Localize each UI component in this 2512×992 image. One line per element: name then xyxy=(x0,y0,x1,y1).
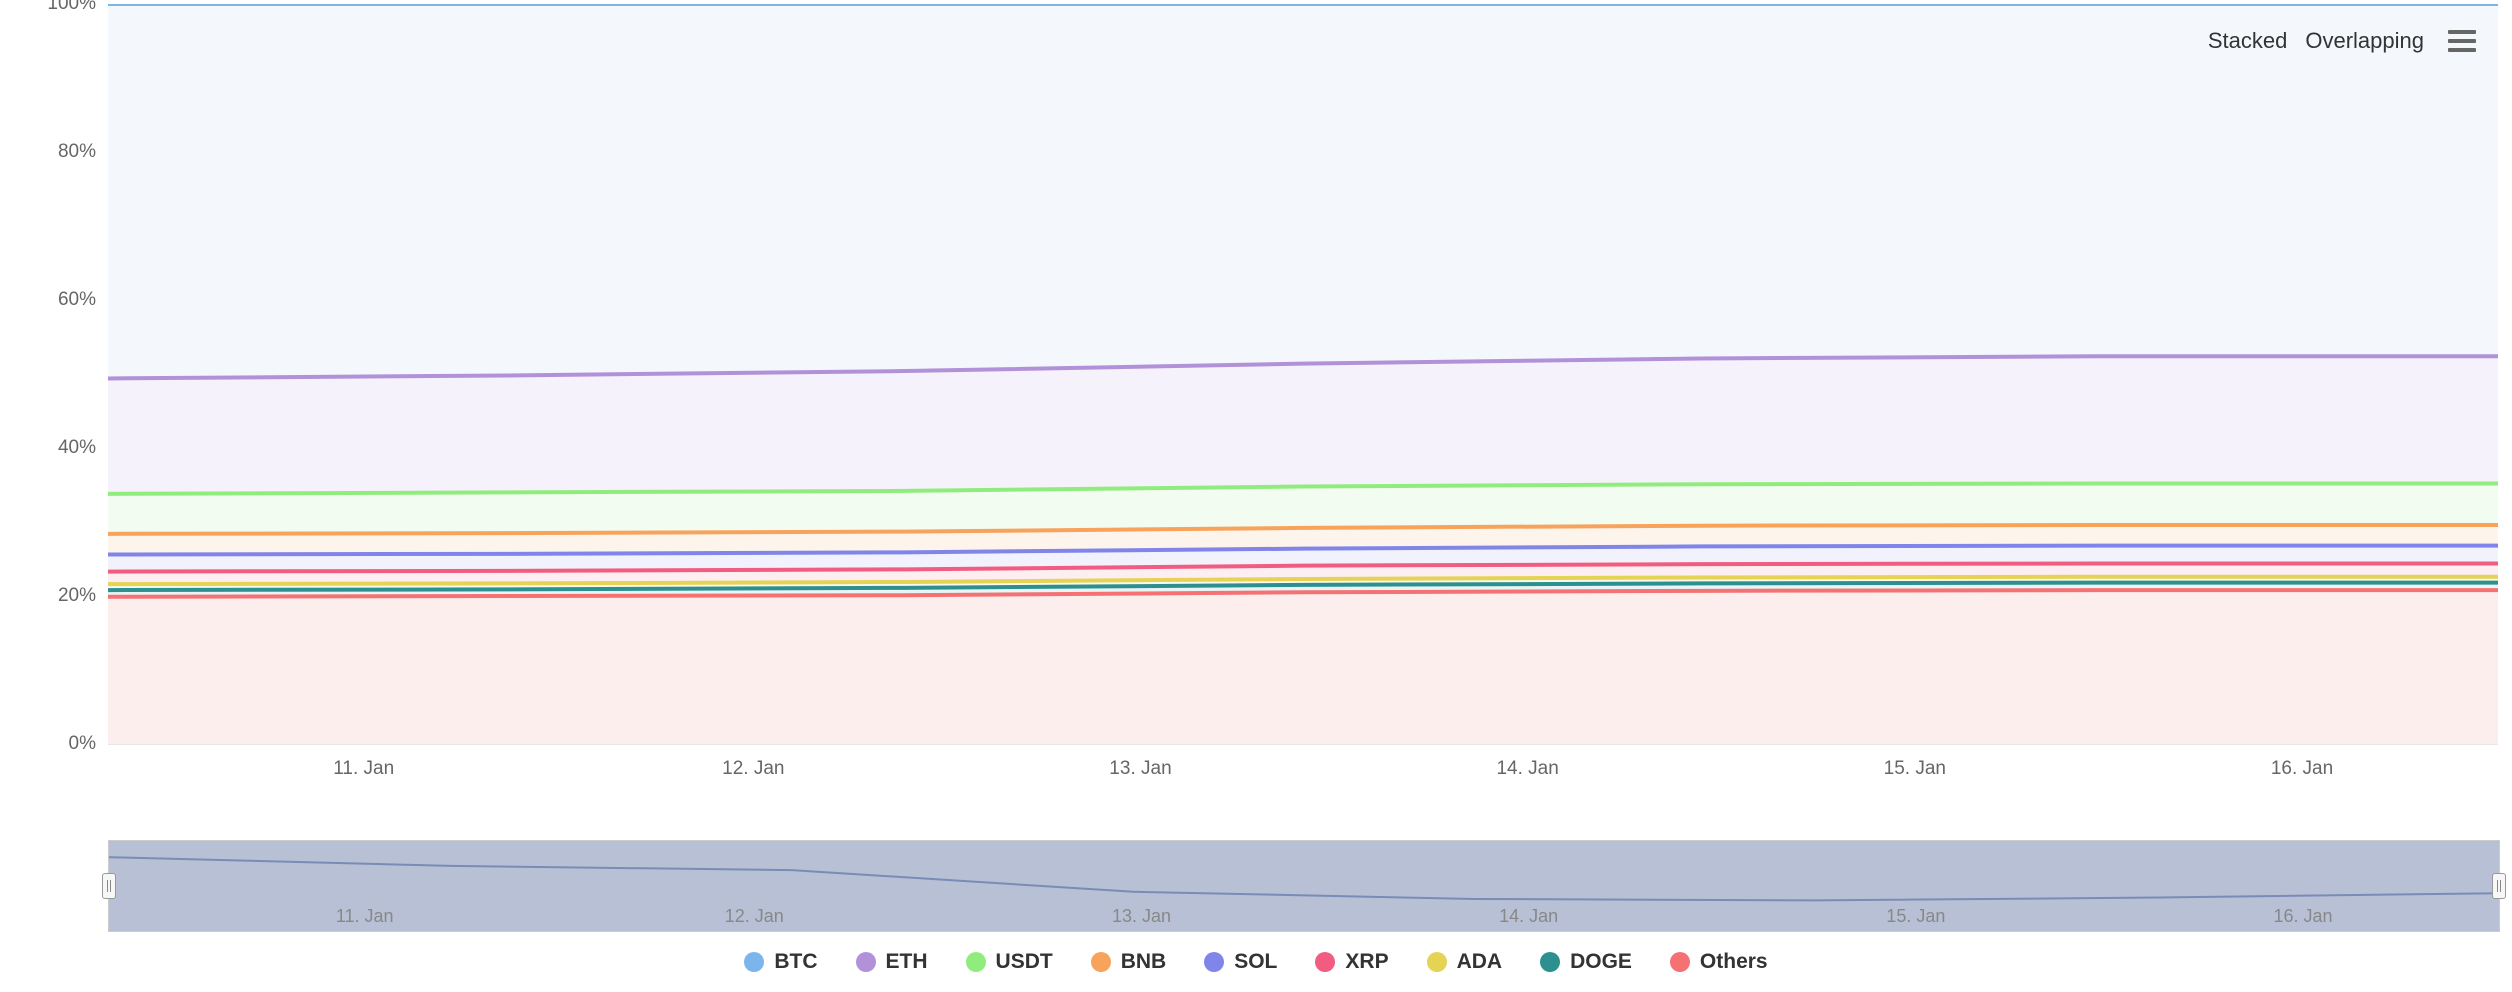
legend-marker-icon xyxy=(1427,952,1447,972)
legend-label: DOGE xyxy=(1570,950,1632,974)
legend-item-eth[interactable]: ETH xyxy=(856,950,928,974)
legend-marker-icon xyxy=(1091,952,1111,972)
legend-marker-icon xyxy=(744,952,764,972)
legend-item-ada[interactable]: ADA xyxy=(1427,950,1503,974)
y-axis-tick-label: 20% xyxy=(58,585,108,607)
x-axis-tick-label: 15. Jan xyxy=(1884,744,1946,780)
legend-item-sol[interactable]: SOL xyxy=(1204,950,1277,974)
plot-area: 0%20%40%60%80%100%11. Jan12. Jan13. Jan1… xyxy=(108,4,2498,744)
y-axis-tick-label: 0% xyxy=(69,733,108,755)
chart-container: Stacked Overlapping 0%20%40%60%80%100%11… xyxy=(0,0,2512,992)
x-axis-tick-label: 11. Jan xyxy=(333,744,394,780)
legend-item-bnb[interactable]: BNB xyxy=(1091,950,1167,974)
y-axis-tick-label: 80% xyxy=(58,141,108,163)
navigator-x-label: 13. Jan xyxy=(1112,906,1171,927)
legend-marker-icon xyxy=(1315,952,1335,972)
navigator-x-label: 15. Jan xyxy=(1886,906,1945,927)
legend-label: BNB xyxy=(1121,950,1167,974)
x-axis-tick-label: 12. Jan xyxy=(722,744,784,780)
navigator-handle-left[interactable] xyxy=(102,873,116,899)
chart-controls: Stacked Overlapping xyxy=(2208,28,2476,54)
x-axis-tick-label: 14. Jan xyxy=(1496,744,1558,780)
y-axis-tick-label: 100% xyxy=(47,0,108,15)
y-gridline xyxy=(108,744,2498,745)
x-axis-tick-label: 16. Jan xyxy=(2271,744,2333,780)
legend-marker-icon xyxy=(1204,952,1224,972)
legend-label: BTC xyxy=(774,950,817,974)
legend-label: ADA xyxy=(1457,950,1503,974)
legend-item-usdt[interactable]: USDT xyxy=(966,950,1053,974)
series-area-others xyxy=(108,590,2498,744)
navigator-x-label: 14. Jan xyxy=(1499,906,1558,927)
legend-label: Others xyxy=(1700,950,1768,974)
legend-item-btc[interactable]: BTC xyxy=(744,950,817,974)
x-axis-tick-label: 13. Jan xyxy=(1109,744,1171,780)
legend-label: SOL xyxy=(1234,950,1277,974)
legend-label: USDT xyxy=(996,950,1053,974)
stacked-toggle[interactable]: Stacked xyxy=(2208,28,2288,54)
hamburger-menu-icon[interactable] xyxy=(2442,30,2476,52)
chart-svg xyxy=(108,4,2498,744)
navigator-x-label: 16. Jan xyxy=(2273,906,2332,927)
legend-label: XRP xyxy=(1345,950,1388,974)
legend-item-others[interactable]: Others xyxy=(1670,950,1768,974)
legend-marker-icon xyxy=(1670,952,1690,972)
navigator-line xyxy=(109,857,2499,900)
legend-label: ETH xyxy=(886,950,928,974)
legend: BTC ETH USDT BNB SOL XRP ADA DOGE Others xyxy=(0,950,2512,974)
y-axis-tick-label: 60% xyxy=(58,289,108,311)
legend-marker-icon xyxy=(966,952,986,972)
legend-marker-icon xyxy=(1540,952,1560,972)
legend-item-xrp[interactable]: XRP xyxy=(1315,950,1388,974)
navigator-x-label: 11. Jan xyxy=(336,906,394,927)
navigator-x-label: 12. Jan xyxy=(725,906,784,927)
range-navigator[interactable]: 11. Jan 12. Jan 13. Jan 14. Jan 15. Jan 16. J… xyxy=(108,840,2500,932)
y-axis-tick-label: 40% xyxy=(58,437,108,459)
legend-marker-icon xyxy=(856,952,876,972)
legend-item-doge[interactable]: DOGE xyxy=(1540,950,1632,974)
overlapping-toggle[interactable]: Overlapping xyxy=(2305,28,2424,54)
navigator-svg xyxy=(109,841,2499,931)
navigator-handle-right[interactable] xyxy=(2492,873,2506,899)
